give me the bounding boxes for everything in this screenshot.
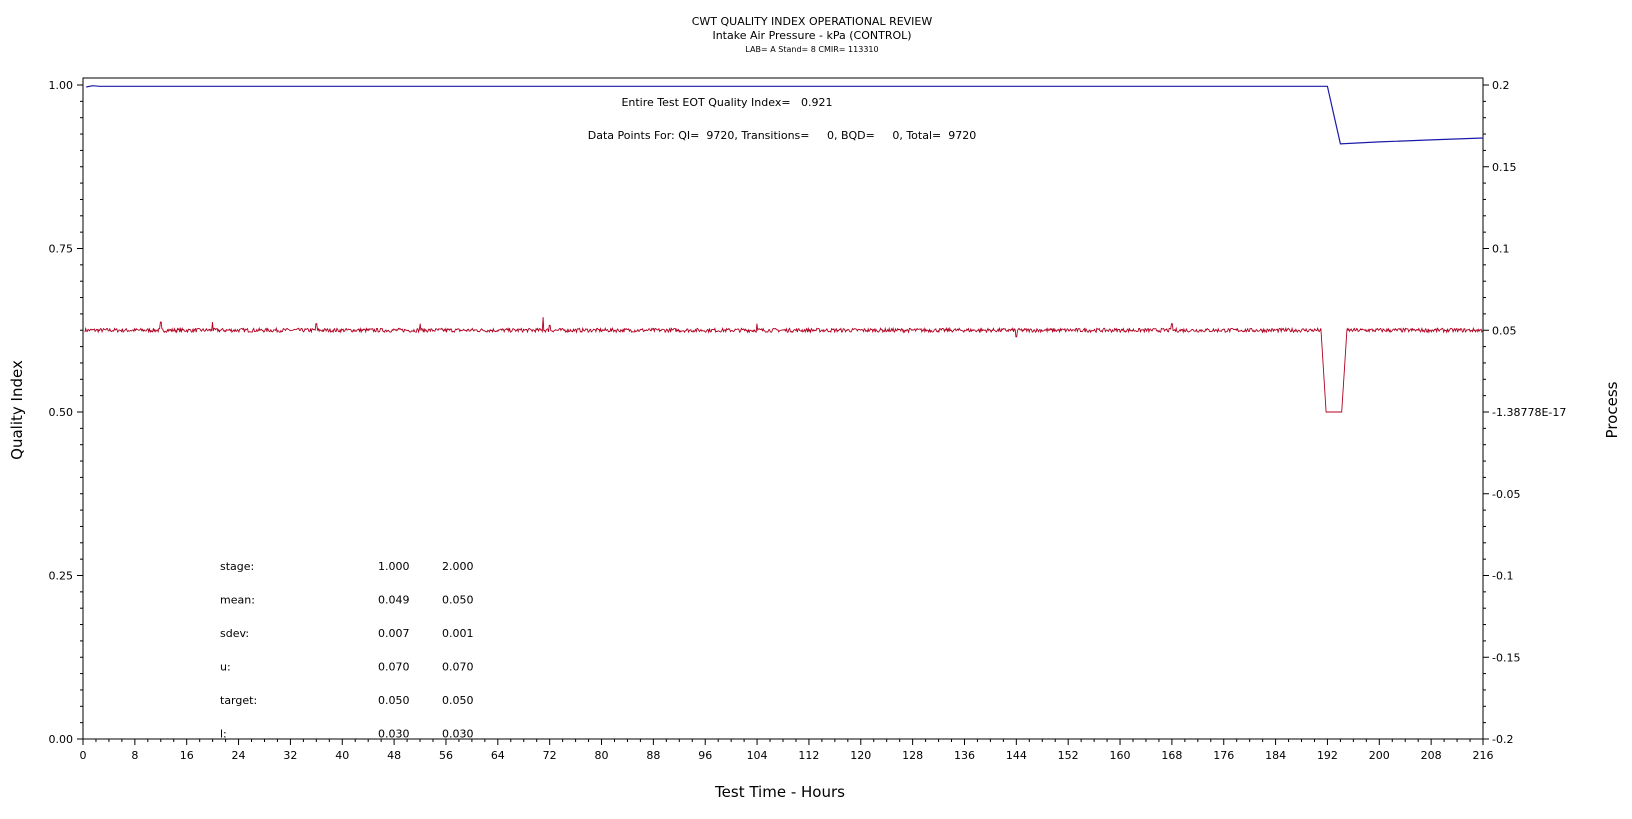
eot-quality-index: Entire Test EOT Quality Index= 0.921 [621, 96, 832, 109]
y-right-tick-label: 0.15 [1492, 161, 1517, 174]
y-right-tick-label: -0.05 [1492, 488, 1520, 501]
x-tick-label: 80 [595, 749, 609, 762]
stats-label: l: [220, 728, 227, 741]
x-tick-label: 192 [1317, 749, 1338, 762]
chart-title: CWT QUALITY INDEX OPERATIONAL REVIEW [692, 15, 933, 28]
y-axis-left-label: Quality Index [8, 360, 26, 460]
stats-value-stage2: 0.070 [442, 661, 474, 674]
y-right-tick-label: 0.05 [1492, 324, 1517, 337]
x-tick-label: 112 [798, 749, 819, 762]
y-right-tick-label: -0.1 [1492, 570, 1513, 583]
y-left-tick-label: 0.50 [49, 406, 74, 419]
y-right-tick-label: -1.38778E-17 [1492, 406, 1566, 419]
x-tick-label: 208 [1421, 749, 1442, 762]
stats-value-stage1: 0.049 [378, 594, 410, 607]
x-tick-label: 40 [335, 749, 349, 762]
stats-value-stage1: 0.050 [378, 694, 410, 707]
x-tick-label: 120 [850, 749, 871, 762]
series-process-line [84, 317, 1483, 413]
y-left-tick-label: 0.25 [49, 570, 74, 583]
y-axis-right-label: Process [1603, 381, 1621, 438]
stats-value-stage2: 0.030 [442, 728, 474, 741]
x-tick-label: 104 [747, 749, 768, 762]
y-right-tick-label: 0.1 [1492, 243, 1510, 256]
x-tick-label: 16 [180, 749, 194, 762]
x-axis-label: Test Time - Hours [714, 783, 845, 801]
x-tick-label: 152 [1058, 749, 1079, 762]
chart-subtitle: Intake Air Pressure - kPa (CONTROL) [712, 29, 911, 42]
x-tick-label: 96 [698, 749, 712, 762]
stats-label: mean: [220, 594, 255, 607]
x-tick-label: 160 [1110, 749, 1131, 762]
stats-label: target: [220, 694, 257, 707]
x-tick-label: 24 [232, 749, 246, 762]
x-tick-label: 144 [1006, 749, 1027, 762]
stats-table: stage: 1.000 2.000 mean: 0.049 0.050 sdev: 0.00… [220, 560, 474, 741]
y-right-tick-label: 0.2 [1492, 79, 1510, 92]
plot-frame [82, 77, 1484, 740]
stats-value-stage2: 0.001 [442, 627, 474, 640]
chart-subtitle-lab: LAB= A Stand= 8 CMIR= 113310 [745, 45, 878, 54]
x-tick-label: 184 [1265, 749, 1286, 762]
stats-value-stage1: 0.007 [378, 627, 410, 640]
x-tick-label: 64 [491, 749, 505, 762]
x-tick-label: 48 [387, 749, 401, 762]
x-tick-label: 136 [954, 749, 975, 762]
stats-value-stage2: 0.050 [442, 594, 474, 607]
x-tick-label: 128 [902, 749, 923, 762]
y-right-tick-label: -0.15 [1492, 651, 1520, 664]
y-left-tick-label: 1.00 [49, 79, 74, 92]
x-tick-label: 56 [439, 749, 453, 762]
stats-value-stage1: 0.070 [378, 661, 410, 674]
y-left-tick-label: 0.00 [49, 733, 74, 746]
x-tick-label: 8 [131, 749, 138, 762]
y-left-tick-label: 0.75 [49, 243, 74, 256]
y-axis-right: 0.2 0.15 0.1 0.05 -1.38778E-17 -0.05 -0.1 -0.15… [1483, 79, 1566, 746]
x-tick-label: 216 [1473, 749, 1494, 762]
x-tick-label: 72 [543, 749, 557, 762]
y-axis-left: 0.00 0.25 0.50 0.75 1.00 [49, 79, 83, 746]
stats-value-stage2: 2.000 [442, 560, 474, 573]
series-quality-index-line [86, 85, 1484, 145]
stats-value-stage2: 0.050 [442, 694, 474, 707]
x-tick-label: 168 [1161, 749, 1182, 762]
x-tick-label: 176 [1213, 749, 1234, 762]
stats-label: sdev: [220, 627, 249, 640]
x-tick-label: 32 [283, 749, 297, 762]
stats-value-stage1: 1.000 [378, 560, 410, 573]
series-layer [84, 85, 1484, 413]
x-axis: 0 8 16 24 32 40 48 56 64 72 80 88 96 104 112 120 128 136 1… [80, 739, 1494, 762]
data-points-summary: Data Points For: QI= 9720, Transitions= … [588, 129, 976, 142]
y-right-tick-label: -0.2 [1492, 733, 1513, 746]
x-tick-label: 200 [1369, 749, 1390, 762]
stats-label: u: [220, 661, 231, 674]
stats-label: stage: [220, 560, 254, 573]
stats-value-stage1: 0.030 [378, 728, 410, 741]
x-tick-label: 0 [80, 749, 87, 762]
x-tick-label: 88 [646, 749, 660, 762]
